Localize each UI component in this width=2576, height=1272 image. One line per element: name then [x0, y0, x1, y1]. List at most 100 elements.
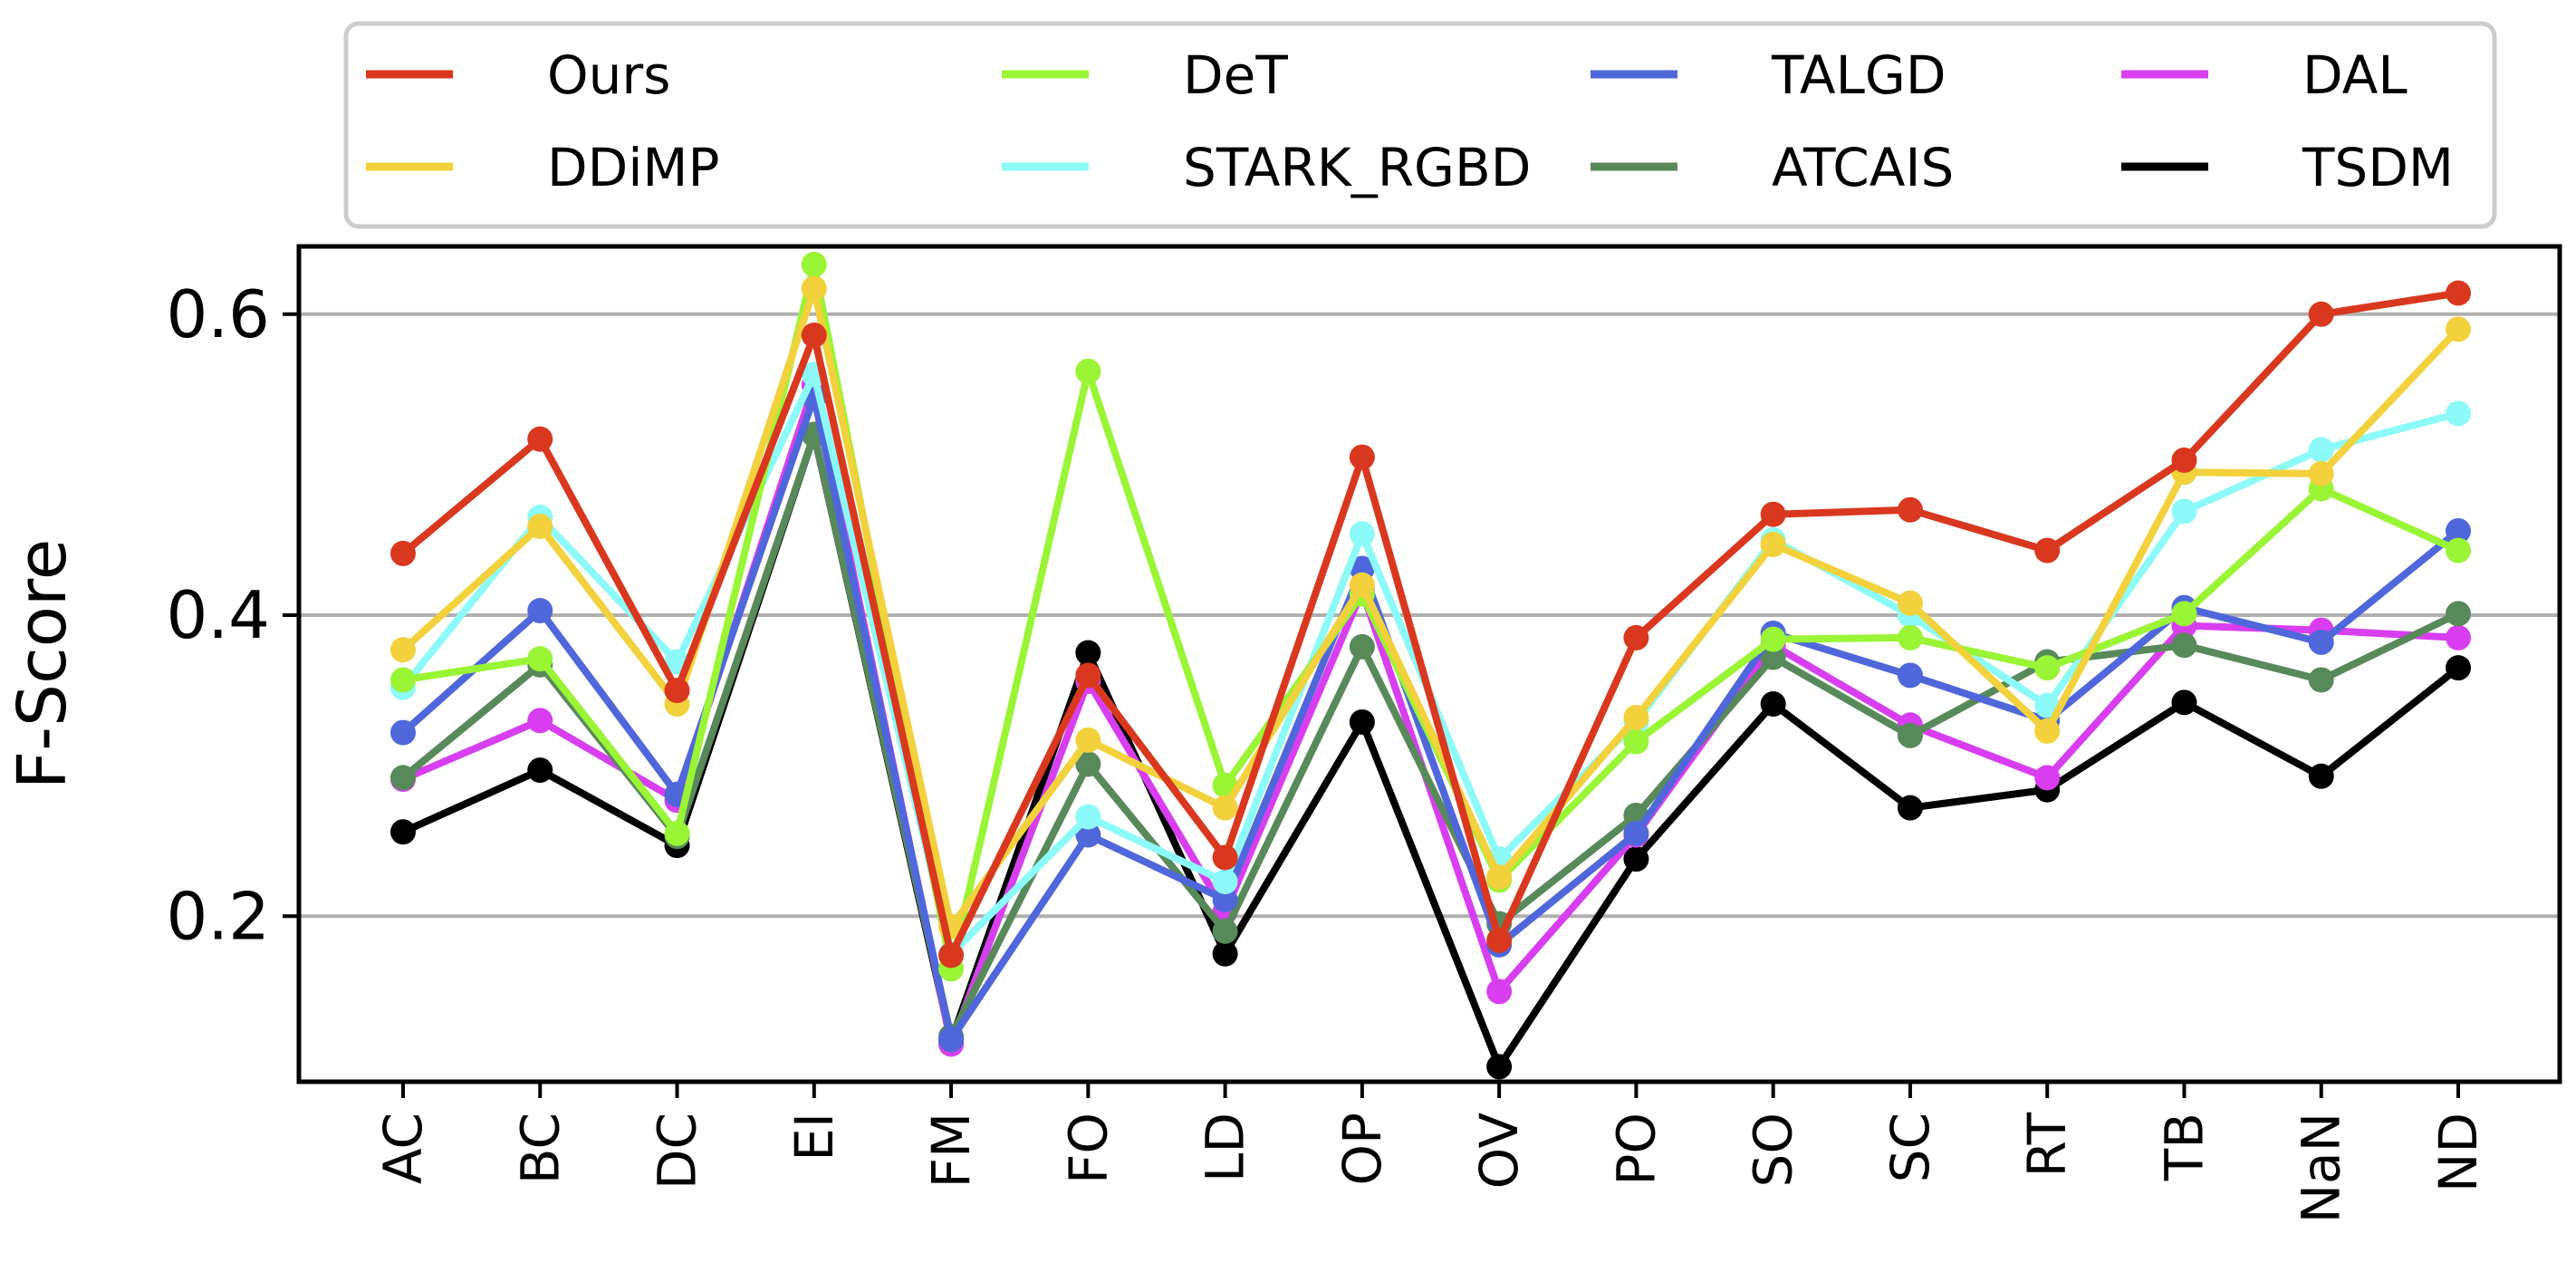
data-point — [1075, 640, 1101, 666]
data-point — [1349, 444, 1375, 470]
data-point — [2171, 601, 2197, 627]
data-point — [2446, 655, 2471, 681]
data-point — [390, 637, 416, 663]
data-point — [1349, 633, 1375, 660]
x-tick-label: ND — [2427, 1113, 2489, 1192]
data-point — [801, 275, 827, 302]
data-point — [2308, 437, 2334, 463]
x-tick-label: SC — [1879, 1113, 1941, 1182]
y-tick-label: 0.4 — [166, 577, 270, 653]
data-point — [2171, 689, 2197, 716]
legend-label: TSDM — [2302, 137, 2454, 198]
data-point — [2171, 447, 2197, 473]
legend-item: Ours — [366, 44, 670, 106]
data-point — [1623, 728, 1649, 755]
data-point — [1623, 704, 1649, 730]
x-tick-label: TB — [2153, 1113, 2215, 1181]
data-point — [2171, 632, 2197, 659]
data-point — [1623, 846, 1649, 872]
x-tick-label: BC — [509, 1113, 571, 1184]
data-point — [1075, 751, 1101, 777]
y-tick-label: 0.6 — [166, 276, 270, 352]
data-point — [390, 667, 416, 693]
data-point — [527, 513, 553, 539]
y-tick-label: 0.2 — [166, 878, 270, 954]
data-point — [1486, 1054, 1513, 1080]
data-point — [1897, 624, 1923, 650]
data-point — [2446, 601, 2471, 627]
legend-label: STARK_RGBD — [1183, 137, 1531, 198]
data-point — [1623, 624, 1649, 650]
data-point — [1623, 820, 1649, 846]
x-tick-label: EI — [783, 1113, 845, 1161]
legend-label: TALGD — [1771, 44, 1946, 106]
series-line — [399, 284, 2462, 930]
data-point — [2034, 718, 2061, 744]
x-tick-label: RT — [2016, 1112, 2078, 1177]
data-point — [2308, 763, 2334, 789]
data-point — [2446, 537, 2471, 564]
legend-label: DAL — [2302, 44, 2408, 106]
data-point — [2446, 400, 2471, 427]
data-point — [938, 942, 965, 968]
x-tick-label: FM — [920, 1113, 982, 1188]
legend-label: DeT — [1183, 44, 1288, 106]
y-axis: 0.2 0.4 0.6 — [166, 276, 299, 954]
data-point — [1212, 844, 1238, 871]
plot-frame — [296, 244, 2562, 1084]
data-point — [664, 678, 690, 704]
data-point — [1075, 727, 1101, 753]
x-tick-label: NaN — [2291, 1113, 2352, 1223]
legend-item: TALGD — [1591, 44, 1946, 106]
x-tick-label: LD — [1195, 1113, 1256, 1182]
data-point — [1486, 864, 1513, 891]
series-line — [399, 393, 2462, 1044]
data-point — [527, 646, 553, 672]
data-point — [1897, 662, 1923, 689]
legend: Ours DDiMP DeT STARK_RGBD TALGD ATCAIS DAL TSDM — [343, 21, 2497, 229]
data-point — [1075, 804, 1101, 830]
data-point — [1760, 501, 1786, 527]
data-point — [2446, 517, 2471, 544]
data-point — [390, 719, 416, 746]
x-tick-label: AC — [372, 1113, 434, 1184]
data-point — [1349, 572, 1375, 598]
series-group — [390, 251, 2471, 1080]
x-tick-label: SO — [1743, 1113, 1804, 1187]
data-point — [2034, 655, 2061, 681]
data-point — [1212, 940, 1238, 967]
x-tick-label: OP — [1331, 1113, 1393, 1186]
data-point — [2446, 316, 2471, 342]
data-point — [2446, 624, 2471, 650]
series-line — [399, 430, 2462, 1041]
legend-item: ATCAIS — [1591, 137, 1954, 198]
data-point — [1760, 691, 1786, 718]
legend-item: DDiMP — [366, 137, 719, 198]
data-point — [938, 1026, 965, 1053]
legend-item: STARK_RGBD — [1002, 137, 1531, 198]
data-point — [390, 765, 416, 791]
data-point — [1075, 662, 1101, 689]
data-point — [2308, 667, 2334, 693]
x-tick-label: OV — [1468, 1113, 1530, 1190]
data-point — [1212, 795, 1238, 821]
data-point — [1075, 358, 1101, 384]
x-tick-label: FO — [1057, 1113, 1119, 1184]
legend-label: Ours — [547, 44, 670, 106]
data-point — [2034, 537, 2061, 564]
y-axis-label: F-Score — [4, 539, 82, 790]
data-point — [527, 598, 553, 624]
data-point — [664, 820, 690, 846]
data-point — [2308, 460, 2334, 487]
series-line — [399, 289, 2462, 959]
data-point — [1897, 496, 1923, 523]
data-point — [1760, 531, 1786, 557]
data-point — [2308, 301, 2334, 327]
data-point — [527, 757, 553, 784]
series-stark-rgbd — [390, 361, 2471, 967]
data-point — [2308, 629, 2334, 655]
legend-item: DeT — [1002, 44, 1288, 106]
data-point — [1760, 626, 1786, 652]
data-point — [1897, 590, 1923, 616]
data-point — [1760, 644, 1786, 670]
